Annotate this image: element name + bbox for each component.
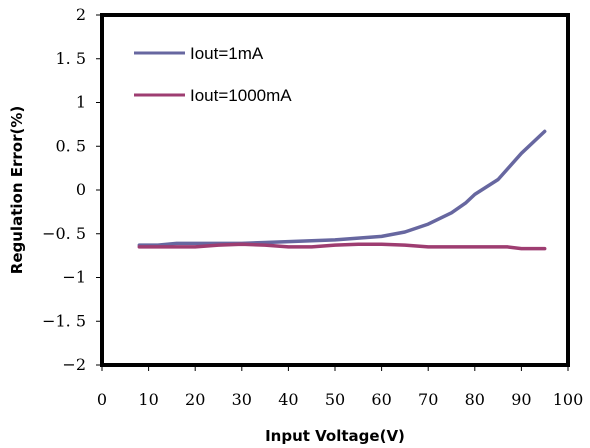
x-tick-label: 10 <box>138 390 158 409</box>
y-tick-label: −0. 5 <box>42 224 86 243</box>
y-tick-label: −1. 5 <box>42 311 86 330</box>
legend-label-iout-1000ma: Iout=1000mA <box>190 86 292 105</box>
y-tick-label: −1 <box>62 268 86 287</box>
x-tick-label: 50 <box>325 390 345 409</box>
x-tick-label: 0 <box>97 390 107 409</box>
legend: Iout=1mA Iout=1000mA <box>134 44 292 105</box>
x-tick-label: 30 <box>232 390 252 409</box>
y-tick-label: 1. 5 <box>55 49 86 68</box>
series-line-iout-1000ma <box>137 242 547 251</box>
x-tick-label: 70 <box>418 390 438 409</box>
y-tick-label: 1 <box>76 93 86 112</box>
y-tick-label: 0 <box>76 180 86 199</box>
y-tick-label: 2 <box>76 5 86 24</box>
tick-labels-layer: −2−1. 5−1−0. 500. 511. 520 10 20 30 40 50 60 70… <box>42 5 583 409</box>
legend-label-iout-1ma: Iout=1mA <box>190 44 264 63</box>
x-tick-label: 60 <box>371 390 391 409</box>
x-tick-label: 80 <box>465 390 485 409</box>
y-axis-title: Regulation Error(%) <box>8 106 26 274</box>
y-tick-label: 0. 5 <box>55 136 86 155</box>
series-layer <box>137 129 547 251</box>
x-tick-label: 100 <box>553 390 584 409</box>
ticks-layer <box>96 14 569 371</box>
y-tick-label: −2 <box>62 355 86 374</box>
x-tick-label: 40 <box>278 390 298 409</box>
x-tick-label: 90 <box>511 390 531 409</box>
x-tick-label: 20 <box>185 390 205 409</box>
series-line-iout-1ma <box>137 129 547 247</box>
x-axis-title: Input Voltage(V) <box>265 427 405 445</box>
plot-area-frame <box>100 13 570 367</box>
